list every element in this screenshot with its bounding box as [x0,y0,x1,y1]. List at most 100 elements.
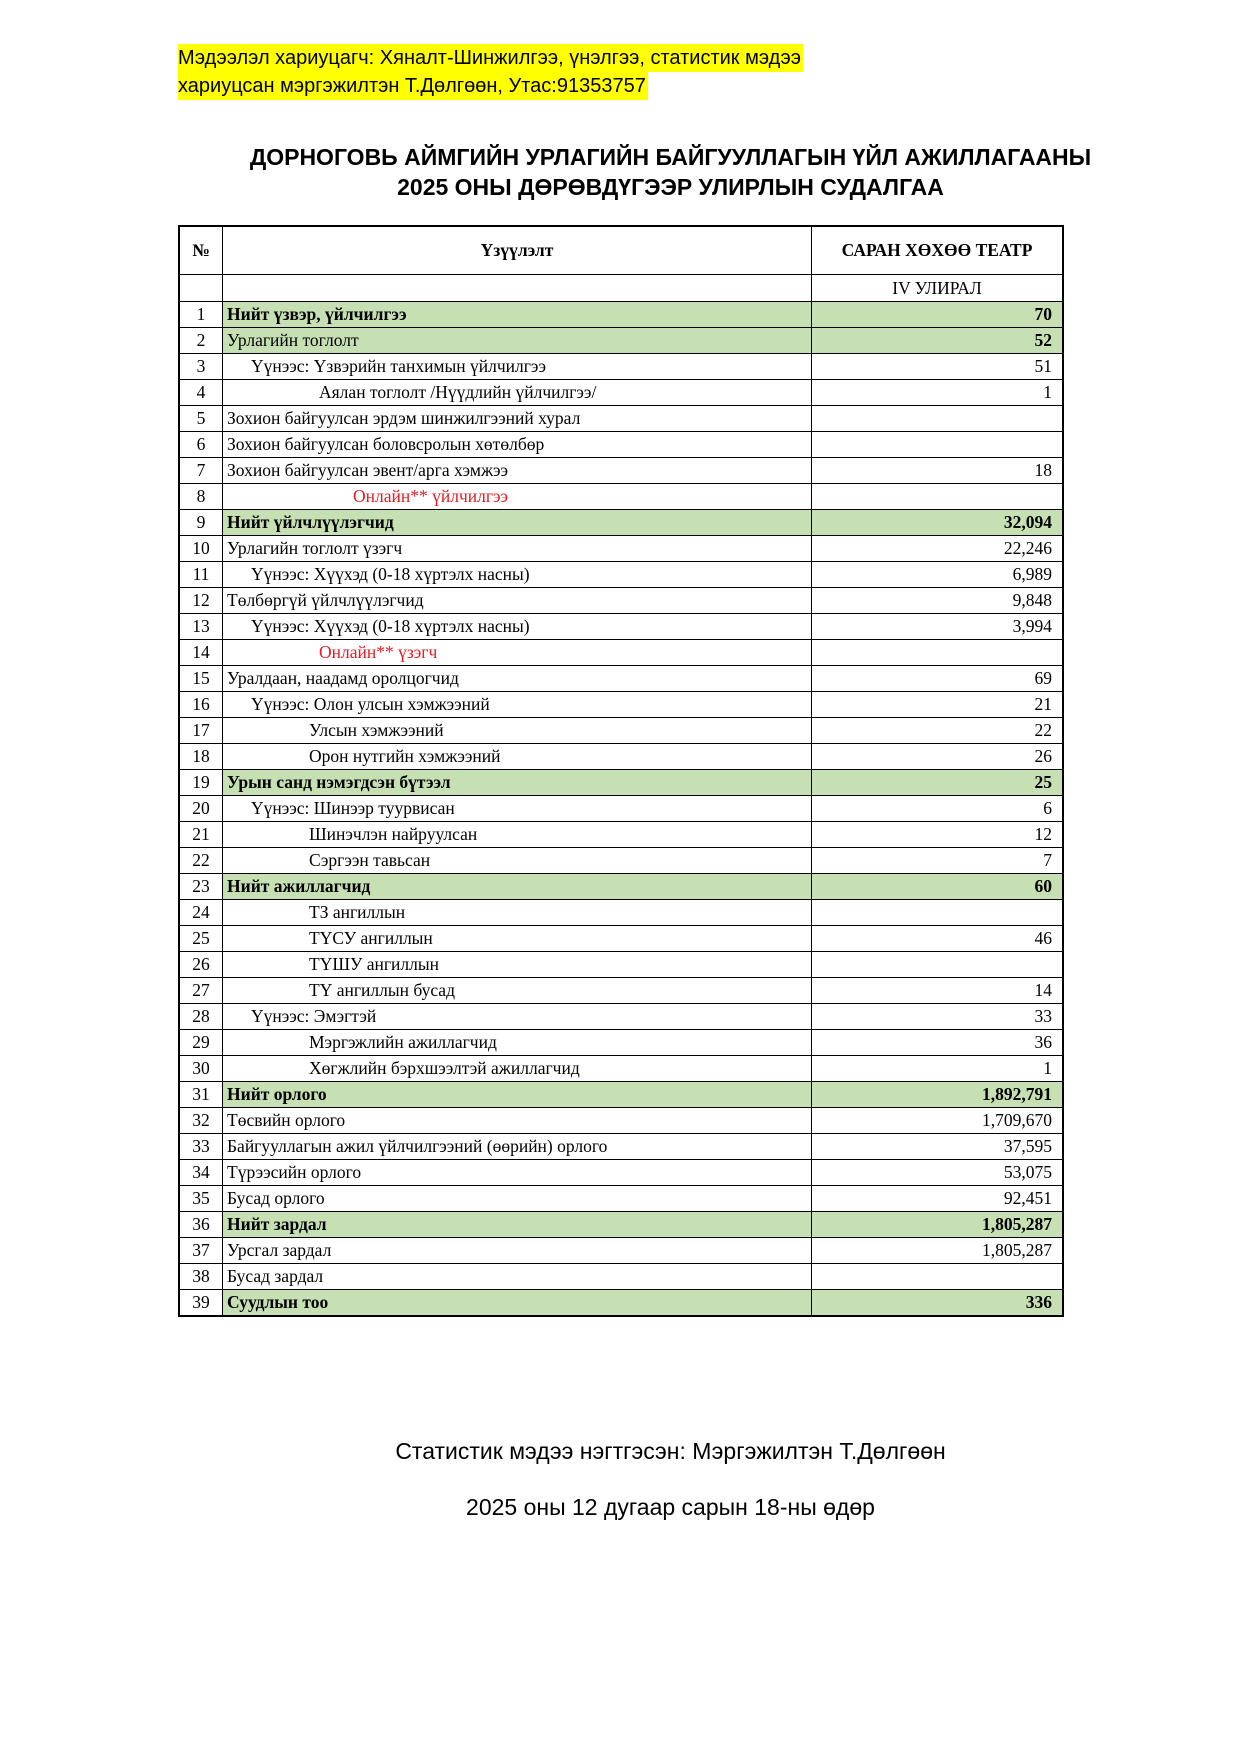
compiled-by: Статистик мэдээ нэгтгэсэн: Мэргэжилтэн Т… [395,1438,946,1464]
row-label: Уралдаан, наадамд оролцогчид [222,665,812,692]
table-row: 29 Мэргэжлийн ажиллагчид 36 [178,1029,1064,1056]
table-row: 25 ТҮСУ ангиллын 46 [178,925,1064,952]
row-number: 8 [178,483,223,510]
row-value [811,405,1064,432]
row-label: Бусад зардал [222,1263,812,1290]
row-number: 14 [178,639,223,666]
row-label: Түрээсийн орлого [222,1159,812,1186]
row-value [811,899,1064,926]
table-row: 24 ТЗ ангиллын [178,899,1064,926]
period-row: IV УЛИРАЛ [178,274,1064,302]
header-num: № [178,225,223,275]
row-label: Үүнээс: Үзвэрийн танхимын үйлчилгээ [222,353,812,380]
row-label: Мэргэжлийн ажиллагчид [222,1029,812,1056]
table-row: 38 Бусад зардал [178,1263,1064,1290]
row-value: 9,848 [811,587,1064,614]
contact-line-1: Мэдээлэл хариуцагч: Хяналт-Шинжилгээ, үн… [178,44,803,72]
table-row: 31 Нийт орлого 1,892,791 [178,1081,1064,1108]
table-row: 3 Үүнээс: Үзвэрийн танхимын үйлчилгээ 51 [178,353,1064,380]
row-label: Орон нутгийн хэмжээний [222,743,812,770]
table-row: 35 Бусад орлого 92,451 [178,1185,1064,1212]
row-number: 16 [178,691,223,718]
title-line-1: ДОРНОГОВЬ АЙМГИЙН УРЛАГИЙН БАЙГУУЛЛАГЫН … [249,144,1092,170]
row-label: Шинэчлэн найруулсан [222,821,812,848]
row-value: 21 [811,691,1064,718]
table-row: 9 Нийт үйлчлүүлэгчид 32,094 [178,509,1064,536]
row-number: 29 [178,1029,223,1056]
row-label: Онлайн** үйлчилгээ [222,483,812,510]
title-line-2: 2025 ОНЫ ДӨРӨВДҮГЭЭР УЛИРЛЫН СУДАЛГАА [397,174,944,200]
row-value: 6,989 [811,561,1064,588]
row-number: 34 [178,1159,223,1186]
table-row: 14 Онлайн** үзэгч [178,639,1064,666]
table-row: 6 Зохион байгуулсан боловсролын хөтөлбөр [178,431,1064,458]
row-number: 25 [178,925,223,952]
row-value: 14 [811,977,1064,1004]
row-value: 51 [811,353,1064,380]
row-label: Байгууллагын ажил үйлчилгээний (өөрийн) … [222,1133,812,1160]
table-row: 5 Зохион байгуулсан эрдэм шинжилгээний ху… [178,405,1064,432]
row-label: Бусад орлого [222,1185,812,1212]
row-number: 22 [178,847,223,874]
row-label: Урын санд нэмэгдсэн бүтээл [222,769,812,796]
row-value: 1,709,670 [811,1107,1064,1134]
document-title: ДОРНОГОВЬ АЙМГИЙН УРЛАГИЙН БАЙГУУЛЛАГЫН … [0,142,1241,202]
row-number: 7 [178,457,223,484]
table-row: 27 ТҮ ангиллын бусад 14 [178,977,1064,1004]
table-row: 18 Орон нутгийн хэмжээний 26 [178,743,1064,770]
row-number: 27 [178,977,223,1004]
row-label: ТЗ ангиллын [222,899,812,926]
row-label: Нийт үйлчлүүлэгчид [222,509,812,536]
table-row: 32 Төсвийн орлого 1,709,670 [178,1107,1064,1134]
statistics-table: № Үзүүлэлт САРАН ХӨХӨӨ ТЕАТР IV УЛИРАЛ 1… [178,225,1064,1317]
row-value: 60 [811,873,1064,900]
row-label: Хөгжлийн бэрхшээлтэй ажиллагчид [222,1055,812,1082]
period-label: IV УЛИРАЛ [811,274,1064,302]
row-number: 19 [178,769,223,796]
table-row: 37 Урсгал зардал 1,805,287 [178,1237,1064,1264]
row-label: Зохион байгуулсан эрдэм шинжилгээний хур… [222,405,812,432]
row-value: 336 [811,1289,1064,1317]
row-value [811,431,1064,458]
table-row: 11 Үүнээс: Хүүхэд (0-18 хүртэлх насны) 6,9… [178,561,1064,588]
table-row: 22 Сэргээн тавьсан 7 [178,847,1064,874]
table-row: 36 Нийт зардал 1,805,287 [178,1211,1064,1238]
table-row: 4 Аялан тоглолт /Нүүдлийн үйлчилгээ/1 [178,379,1064,406]
row-number: 2 [178,327,223,354]
row-value: 1 [811,379,1064,406]
row-label: ТҮСУ ангиллын [222,925,812,952]
table-row: 20 Үүнээс: Шинээр туурвисан 6 [178,795,1064,822]
table-row: 17 Улсын хэмжээний 22 [178,717,1064,744]
table-row: 8 Онлайн** үйлчилгээ [178,483,1064,510]
row-label: Нийт зардал [222,1211,812,1238]
row-number: 21 [178,821,223,848]
table-row: 34 Түрээсийн орлого 53,075 [178,1159,1064,1186]
row-number: 33 [178,1133,223,1160]
table-row: 15 Уралдаан, наадамд оролцогчид 69 [178,665,1064,692]
row-label: Төлбөргүй үйлчлүүлэгчид [222,587,812,614]
row-value: 46 [811,925,1064,952]
table-row: 10 Урлагийн тоглолт үзэгч 22,246 [178,535,1064,562]
table-row: 30 Хөгжлийн бэрхшээлтэй ажиллагчид 1 [178,1055,1064,1082]
row-number: 23 [178,873,223,900]
row-label: ТҮШУ ангиллын [222,951,812,978]
row-label: Зохион байгуулсан эвент/арга хэмжээ [222,457,812,484]
row-number: 11 [178,561,223,588]
row-value: 1,805,287 [811,1237,1064,1264]
row-number: 39 [178,1289,223,1317]
row-value: 7 [811,847,1064,874]
period-label-empty [222,274,812,302]
row-number: 24 [178,899,223,926]
row-label: Сэргээн тавьсан [222,847,812,874]
row-label: Үүнээс: Хүүхэд (0-18 хүртэлх насны) [222,561,812,588]
table-row: 39 Суудлын тоо 336 [178,1289,1064,1317]
table-row: 23 Нийт ажиллагчид 60 [178,873,1064,900]
row-label: Төсвийн орлого [222,1107,812,1134]
row-number: 15 [178,665,223,692]
row-number: 37 [178,1237,223,1264]
row-value: 12 [811,821,1064,848]
row-number: 12 [178,587,223,614]
row-label: Үүнээс: Хүүхэд (0-18 хүртэлх насны) [222,613,812,640]
row-value [811,951,1064,978]
table-row: 16 Үүнээс: Олон улсын хэмжээний 21 [178,691,1064,718]
